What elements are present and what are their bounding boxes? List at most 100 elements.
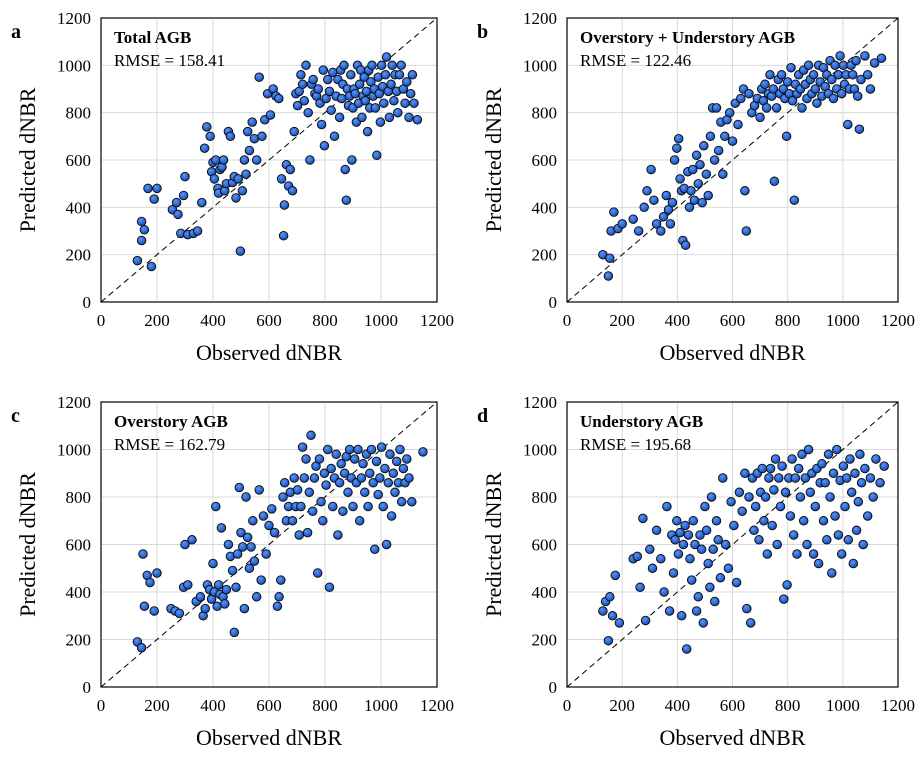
data-point (754, 535, 764, 545)
data-point (607, 611, 618, 621)
data-point (200, 603, 210, 614)
data-point (788, 530, 799, 540)
data-point (365, 468, 375, 479)
x-tick-label: 1000 (364, 696, 398, 715)
data-point (686, 575, 697, 585)
data-point (603, 271, 614, 281)
data-point (862, 511, 873, 521)
data-point (354, 79, 365, 90)
data-point (789, 195, 800, 205)
data-point (690, 539, 700, 550)
data-point (820, 478, 830, 488)
y-tick-label: 400 (66, 583, 92, 602)
data-point (856, 74, 866, 85)
data-point (251, 155, 262, 165)
panel-label: a (11, 21, 21, 43)
data-point (683, 530, 694, 540)
data-point (367, 60, 377, 71)
y-tick-label: 0 (549, 678, 558, 697)
data-point (244, 145, 255, 156)
data-point (376, 60, 387, 71)
data-point (258, 511, 269, 521)
data-point (822, 535, 832, 545)
data-point (256, 575, 266, 585)
data-point (358, 459, 368, 469)
data-point (680, 520, 690, 531)
data-point (376, 442, 387, 452)
data-point (221, 584, 232, 595)
data-point (264, 520, 274, 531)
data-point (375, 117, 386, 127)
data-point (749, 525, 759, 536)
data-point (663, 204, 674, 215)
x-tick-label: 800 (775, 696, 801, 715)
data-point (803, 60, 814, 71)
data-point (296, 70, 306, 80)
data-point (218, 155, 229, 165)
data-point (614, 618, 625, 628)
data-point (649, 195, 659, 205)
data-point (173, 209, 183, 220)
y-tick-label: 1200 (57, 393, 91, 412)
data-point (235, 246, 246, 256)
y-tick-label: 800 (66, 104, 92, 123)
data-point (412, 115, 423, 125)
data-point (244, 563, 255, 574)
data-point (865, 84, 876, 94)
y-tick-label: 200 (532, 631, 558, 650)
data-point (770, 454, 781, 464)
data-point (838, 461, 849, 471)
data-point (808, 70, 819, 80)
data-point (698, 618, 709, 628)
data-point (289, 126, 299, 137)
panel-label: d (477, 405, 488, 427)
data-point (418, 447, 428, 457)
data-point (145, 577, 155, 588)
data-point (395, 444, 405, 455)
data-point (703, 558, 713, 569)
data-point (287, 516, 298, 526)
rmse-annotation: RMSE = 162.79 (114, 435, 225, 454)
data-point (734, 487, 745, 498)
data-point (688, 164, 698, 175)
data-point (731, 577, 742, 588)
x-axis-label: Observed dNBR (196, 340, 342, 365)
data-point (146, 261, 157, 272)
data-point (709, 155, 720, 165)
data-point (254, 72, 264, 82)
data-point (308, 74, 318, 85)
data-point (407, 70, 418, 80)
data-point (812, 98, 822, 108)
data-point (279, 200, 290, 210)
y-tick-label: 800 (66, 488, 92, 507)
data-point (691, 606, 702, 616)
data-point (384, 112, 395, 123)
data-point (297, 442, 308, 452)
data-point (711, 516, 722, 526)
y-tick-label: 1000 (523, 441, 557, 460)
scatter-points (598, 51, 887, 281)
data-point (362, 126, 373, 137)
data-point (149, 606, 159, 616)
data-point (136, 235, 147, 246)
data-point (691, 150, 702, 161)
panel-c: 0 200 400 600 800 1000 1200 0 200 400 600 800 1000 12… (11, 393, 454, 750)
data-point (360, 96, 371, 106)
data-point (672, 143, 682, 153)
data-point (267, 504, 277, 514)
data-point (340, 164, 350, 175)
data-point (875, 478, 885, 488)
data-point (769, 485, 779, 495)
data-point (285, 164, 296, 175)
data-point (836, 549, 847, 559)
y-axis-label: Predicted dNBR (481, 472, 506, 617)
data-point (701, 525, 712, 536)
data-point (398, 463, 409, 474)
x-tick-label: 1000 (826, 311, 860, 330)
data-point (840, 501, 850, 512)
data-point (211, 501, 221, 512)
data-point (247, 117, 257, 127)
data-point (237, 186, 248, 196)
y-tick-label: 1200 (523, 393, 557, 412)
data-point (195, 592, 206, 602)
